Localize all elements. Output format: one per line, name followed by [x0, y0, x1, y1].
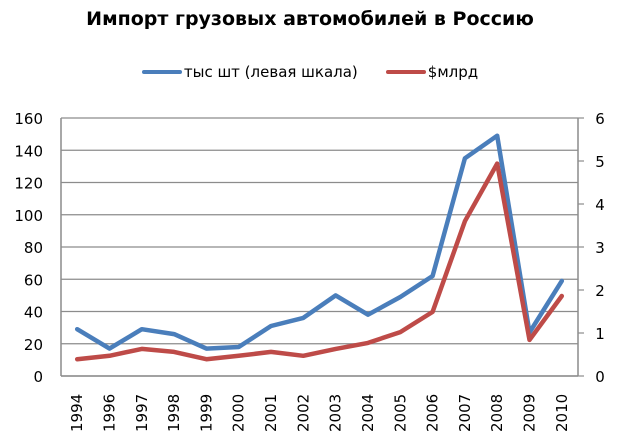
- x-tick-label: 2001: [262, 394, 280, 432]
- y-right-tick-label: 4: [595, 196, 605, 214]
- chart-title: Импорт грузовых автомобилей в Россию: [86, 8, 534, 30]
- legend-swatch-blue: [141, 70, 182, 74]
- y-right-tick-label: 5: [595, 153, 605, 171]
- x-tick-label: 2004: [359, 394, 377, 432]
- x-tick-label: 1998: [165, 394, 183, 432]
- x-tick-label: 2010: [553, 394, 571, 432]
- x-tick-label: 2006: [424, 394, 442, 432]
- series-line-units: [74, 133, 565, 351]
- y-left-tick-label: 120: [14, 175, 43, 193]
- x-tick-label: 2003: [327, 394, 345, 432]
- x-tick-label: 2002: [294, 394, 312, 432]
- legend-swatch-red: [385, 70, 426, 74]
- legend-item-units: тыс шт (левая шкала): [141, 63, 358, 81]
- x-tick-label: 2009: [521, 394, 539, 432]
- x-tick-label: 2008: [488, 394, 506, 432]
- y-right-tick-label: 2: [595, 282, 605, 300]
- legend-label-units: тыс шт (левая шкала): [183, 63, 358, 81]
- x-tick-label: 1997: [133, 394, 151, 432]
- y-left-tick-label: 0: [33, 368, 43, 386]
- series-line-usd: [74, 161, 565, 362]
- y-left-tick-label: 20: [24, 336, 43, 354]
- x-tick-label: 2005: [391, 394, 409, 432]
- y-right-tick-label: 6: [595, 110, 605, 128]
- y-left-tick-label: 60: [24, 271, 43, 289]
- x-tick-label: 2007: [456, 394, 474, 432]
- x-tick-label: 1994: [68, 394, 86, 432]
- x-tick-label: 2000: [230, 394, 248, 432]
- y-left-tick-label: 140: [14, 142, 43, 160]
- legend: тыс шт (левая шкала) $млрд: [0, 63, 620, 81]
- y-left-tick-label: 100: [14, 207, 43, 225]
- y-right-tick-label: 3: [595, 239, 605, 257]
- y-right-tick-label: 0: [595, 368, 605, 386]
- y-left-tick-label: 80: [24, 239, 43, 257]
- y-right-tick-label: 1: [595, 325, 605, 343]
- y-left-tick-label: 160: [14, 110, 43, 128]
- legend-item-usd: $млрд: [385, 63, 479, 81]
- y-left-tick-label: 40: [24, 304, 43, 322]
- x-tick-label: 1999: [197, 394, 215, 432]
- x-tick-label: 1996: [100, 394, 118, 432]
- legend-label-usd: $млрд: [427, 63, 479, 81]
